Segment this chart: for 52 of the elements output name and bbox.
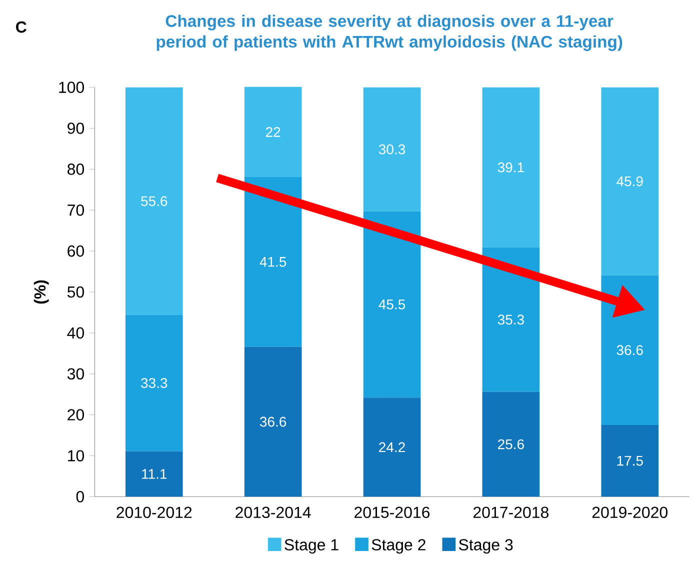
y-tick-label: 80	[68, 164, 84, 175]
data-label: 24.2	[379, 442, 405, 452]
data-label: 45.9	[616, 176, 643, 186]
data-label: 17.5	[617, 456, 643, 466]
y-tick-label: 40	[67, 327, 84, 339]
data-label: 33.3	[141, 378, 168, 388]
y-tick-label: 100	[59, 82, 84, 93]
y-tick-label: 20	[68, 409, 84, 420]
x-tick-label: 2017-2018	[473, 506, 548, 518]
data-label: 25.6	[498, 439, 524, 450]
bar	[601, 275, 659, 426]
data-label: 45.5	[378, 300, 406, 310]
bar	[482, 87, 540, 248]
bar	[482, 392, 540, 497]
x-tick-label: 2013-2014	[236, 506, 311, 518]
y-tick-label: 70	[68, 204, 84, 216]
bar	[125, 451, 183, 497]
y-axis-title: (%)	[34, 280, 49, 304]
bar	[125, 314, 183, 452]
data-label: 41.5	[260, 257, 286, 267]
legend-label: Stage 1	[284, 539, 338, 554]
y-tick-label: 60	[68, 245, 84, 257]
bar	[125, 87, 183, 315]
data-label: 55.6	[141, 196, 168, 206]
x-tick-label: 2010-2012	[116, 506, 192, 518]
text: C	[16, 21, 27, 33]
data-label: 39.1	[498, 162, 524, 172]
y-tick-label: 50	[67, 286, 84, 298]
y-tick-label: 0	[76, 491, 84, 502]
legend-label: Stage 2	[372, 539, 426, 554]
chart-title: Changes in disease severity at diagnosis over a 11-year period of patients with ATTRwt amyloidosis (NAC staging)	[156, 14, 622, 51]
data-label: 36.6	[616, 345, 643, 356]
x-tick-label: 2019-2020	[592, 506, 668, 518]
bar	[244, 86, 302, 177]
y-tick-label: 90	[68, 122, 84, 134]
data-label: 36.6	[260, 416, 286, 427]
x-tick-label: 2015-2016	[354, 506, 430, 518]
bar	[363, 87, 421, 212]
data-label: 35.3	[498, 314, 524, 325]
bar	[244, 176, 302, 347]
bar	[482, 247, 540, 392]
y-tick-label: 30	[67, 368, 84, 380]
bar	[244, 346, 302, 497]
data-label: 22	[266, 127, 280, 137]
data-label: 11.1	[142, 469, 167, 479]
bar	[363, 398, 421, 497]
bar	[601, 425, 659, 497]
y-tick-label: 10	[68, 450, 84, 462]
data-label: 30.3	[378, 144, 406, 154]
bar	[601, 87, 659, 276]
legend-label: Stage 3	[458, 539, 513, 554]
bar	[363, 211, 421, 398]
